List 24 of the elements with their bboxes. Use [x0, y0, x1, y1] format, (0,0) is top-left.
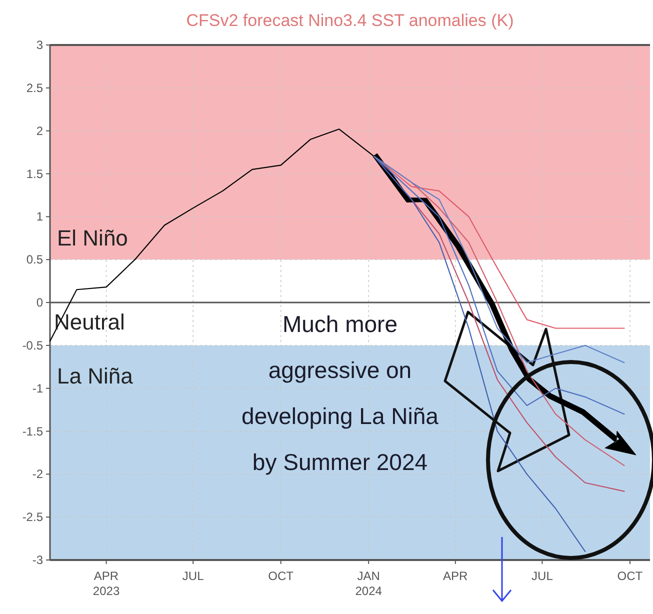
y-tick-label: 1.5 [26, 166, 44, 181]
y-tick-label: -1.5 [22, 424, 44, 438]
y-tick-label: -0.5 [22, 338, 44, 352]
x-tick-label: JAN 2024 [355, 569, 382, 598]
y-tick-label: -1 [32, 381, 44, 396]
chart-title: CFSv2 forecast Nino3.4 SST anomalies (K) [186, 11, 514, 30]
annotation: Much more aggressive on developing La Niña by Summer 2024 [242, 311, 439, 475]
y-tick-label: -3 [32, 553, 44, 567]
x-tick-label: JUL [532, 569, 554, 583]
y-tick-label: 2 [36, 124, 44, 138]
y-tick-label: 2.5 [26, 80, 44, 95]
y-tick-label: 0.5 [26, 252, 44, 267]
y-tick-label: -2.5 [22, 510, 44, 524]
y-tick-label: 3 [36, 38, 44, 52]
y-tick-label: 1 [36, 210, 44, 224]
x-tick-label: APR 2023 [92, 569, 120, 598]
x-tick-label: OCT [617, 569, 644, 583]
x-tick-label: JUL [182, 569, 204, 583]
band-label: El Niño [57, 226, 128, 251]
x-tick-label: APR [443, 569, 468, 583]
x-tick-label: OCT [268, 569, 294, 583]
y-tick-label: -2 [32, 467, 44, 482]
y-tick-label: 0 [36, 296, 44, 310]
band-label: La Niña [57, 363, 134, 388]
